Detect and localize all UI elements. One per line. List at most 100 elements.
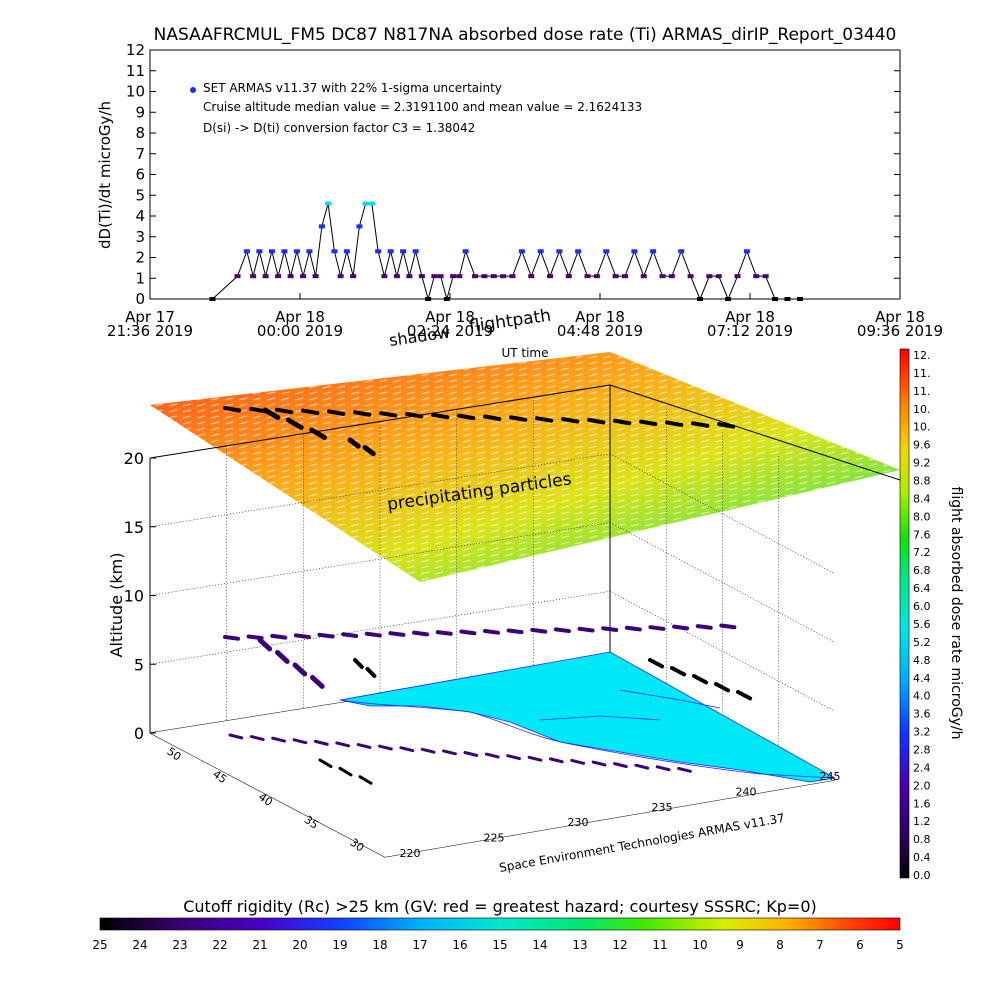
data-point — [375, 249, 382, 254]
track-segment — [672, 624, 690, 631]
annotation-flightpath: flightpath — [468, 306, 552, 337]
dose-colorbar-label: flight absorbed dose rate microGy/h — [948, 487, 964, 740]
rigidity-colorbar-label: Cutoff rigidity (Rc) >25 km (GV: red = g… — [183, 897, 817, 916]
series-line — [212, 203, 800, 301]
x-tick-label-date: Apr 18 — [875, 308, 925, 326]
data-point — [687, 274, 694, 279]
data-point — [343, 249, 350, 254]
data-point — [387, 249, 394, 254]
data-point — [350, 274, 357, 279]
y-tick-label: 3 — [135, 228, 145, 246]
data-point — [281, 249, 288, 254]
data-point — [368, 201, 375, 206]
track-segment — [577, 626, 595, 633]
shadow-segment — [356, 743, 372, 749]
y-tick-label: 11 — [126, 62, 145, 80]
track-segment — [353, 658, 364, 669]
track-segment — [257, 637, 273, 652]
shadow-segment — [358, 775, 373, 785]
data-point — [456, 274, 463, 279]
data-point — [565, 274, 572, 279]
data-point — [437, 274, 444, 279]
data-point — [650, 249, 657, 254]
dose-rate-series — [209, 201, 803, 301]
x-tick-label-time: 07:12 2019 — [707, 322, 793, 340]
y-tick-label: 6 — [135, 166, 145, 184]
shadow-segment — [570, 758, 586, 765]
data-point — [593, 274, 600, 279]
cutoff-segment — [509, 415, 528, 422]
shadow-segment — [228, 733, 244, 740]
track-segment — [388, 631, 406, 637]
rigidity-colorbar-tick-label: 20 — [292, 938, 307, 952]
data-point — [753, 274, 760, 279]
data-point — [418, 274, 425, 279]
altitude-label: Altitude (km) — [107, 553, 126, 658]
longitude-tick-label: 225 — [484, 832, 505, 845]
track-segment — [506, 628, 524, 635]
altitude-tick-label: 20 — [124, 449, 144, 468]
track-segment — [483, 629, 500, 635]
track-segment — [435, 630, 453, 636]
data-point — [784, 297, 791, 301]
data-point — [743, 249, 750, 254]
cutoff-segment — [347, 437, 361, 449]
y-tick-label: 4 — [135, 207, 145, 225]
data-point — [306, 249, 313, 254]
data-point — [622, 274, 628, 279]
dose-colorbar-tick-label: 4.4 — [913, 672, 931, 685]
cutoff-segment — [665, 420, 684, 427]
dose-colorbar-tick-label: 2.8 — [913, 743, 931, 756]
x-tick-label-date: Apr 18 — [275, 308, 325, 326]
track-segment — [223, 635, 240, 641]
altitude-tick-label: 0 — [134, 724, 144, 743]
data-point — [481, 274, 488, 279]
rigidity-colorbar-tick-label: 7 — [816, 938, 824, 952]
dose-colorbar-tick-label: 3.6 — [913, 708, 931, 721]
track-segment — [365, 667, 377, 678]
data-point — [393, 274, 400, 279]
dose-colorbar-tick-label: 8.4 — [913, 492, 931, 505]
dose-colorbar-tick-label: 2.4 — [913, 761, 931, 774]
rigidity-colorbar-tick-label: 21 — [252, 938, 267, 952]
rigidity-colorbar-tick-label: 12 — [612, 938, 627, 952]
dose-colorbar-tick-label: 2.0 — [913, 779, 931, 792]
x-axis-label: UT time — [501, 346, 548, 360]
y-axis-label: dD(Ti)/dt microGy/h — [96, 101, 114, 249]
rigidity-colorbar-tick-label: 19 — [332, 938, 347, 952]
track-segment — [714, 682, 731, 693]
track-segment — [736, 690, 753, 701]
dose-colorbar-tick-label: 10. — [913, 403, 931, 416]
data-point — [500, 274, 507, 279]
shadow-segment — [442, 749, 457, 756]
data-point — [762, 274, 769, 279]
rigidity-colorbar-tick-label: 16 — [452, 938, 467, 952]
shadow-segment — [318, 758, 333, 769]
cutoff-segment — [379, 411, 398, 418]
track-segment — [310, 675, 325, 689]
x-tick-label-time: 09:36 2019 — [857, 322, 943, 340]
dose-colorbar-tick-label: 0.4 — [913, 851, 931, 864]
x-tick-label-time: 04:48 2019 — [557, 322, 643, 340]
dose-colorbar-tick-label: 11. — [913, 367, 931, 380]
dose-colorbar-tick-label: 7.2 — [913, 546, 931, 559]
dose-colorbar-tick-label: 4.0 — [913, 690, 931, 703]
data-point — [268, 249, 275, 254]
dose-colorbar-tick-label: 6.8 — [913, 564, 931, 577]
track-segment — [364, 631, 382, 638]
data-point — [234, 274, 241, 279]
data-point — [412, 249, 419, 254]
rigidity-colorbar: Cutoff rigidity (Rc) >25 km (GV: red = g… — [92, 897, 903, 952]
shadow-segment — [655, 765, 671, 772]
altitude-axis: 0 5 10 15 20 — [124, 449, 156, 743]
data-point — [443, 297, 450, 301]
shadow-track — [228, 733, 692, 785]
rigidity-colorbar-ticks: 25 24 23 22 21 20 19 18 17 16 15 14 13 12 11 10 9 8 7 6 5 — [92, 938, 903, 952]
y-tick-label: 10 — [126, 83, 145, 101]
x-tick-label-date: Apr 18 — [725, 308, 775, 326]
data-point — [640, 274, 647, 279]
dose-colorbar: 12. 11. 11. 10. 10. 9.6 9.2 8.8 8.4 8.0 7.6 7.2 6.8 6… — [899, 348, 964, 882]
data-point — [431, 274, 438, 279]
track-segment — [293, 633, 311, 640]
